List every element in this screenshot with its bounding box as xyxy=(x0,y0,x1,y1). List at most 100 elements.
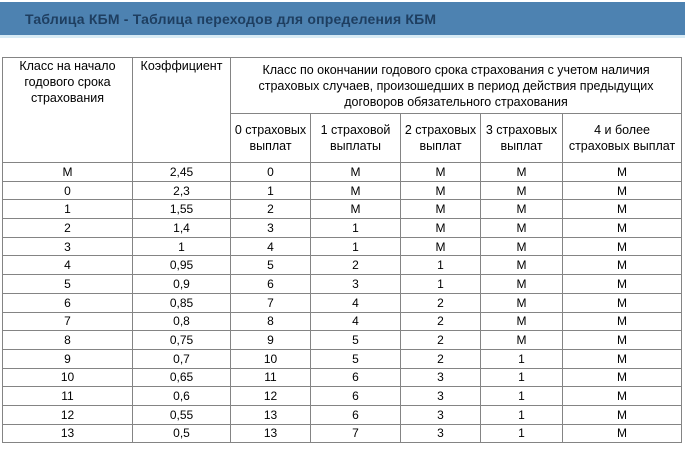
table-cell: М xyxy=(561,236,683,257)
table-row: 8 0,75 9 5 2 М М xyxy=(2,330,683,350)
table-cell: 13 xyxy=(230,404,311,425)
table-cell: 0,55 xyxy=(132,404,231,425)
table-cell: М xyxy=(480,292,563,313)
table-cell: 1 xyxy=(480,423,563,444)
table-cell: 9 xyxy=(230,330,311,350)
table-cell: 4 xyxy=(2,255,133,276)
table-cell: М xyxy=(561,386,683,406)
header-3-payouts: 3 страховых выплат xyxy=(480,113,563,163)
table-cell: 1 xyxy=(230,180,311,201)
table-cell: М xyxy=(400,162,481,182)
table-cell: 6 xyxy=(230,274,311,294)
table-cell: М xyxy=(480,255,563,276)
table-cell: 0,6 xyxy=(132,386,231,406)
title-bar: Таблица КБМ - Таблица переходов для опре… xyxy=(0,2,685,38)
table-cell: 5 xyxy=(230,255,311,276)
table-cell: М xyxy=(310,199,401,220)
table-cell: М xyxy=(561,199,683,220)
table-row: 11 0,6 12 6 3 1 М xyxy=(2,386,683,406)
table-cell: 3 xyxy=(400,404,481,425)
header-row-sub: 0 страховых выплат 1 страховой выплаты 2… xyxy=(3,113,683,163)
table-cell: 7 xyxy=(2,311,133,332)
table-cell: М xyxy=(561,162,683,182)
table-cell: М xyxy=(480,199,563,220)
table-cell: 6 xyxy=(310,404,401,425)
table-cell: 1 xyxy=(2,199,133,220)
header-coefficient: Коэффициент xyxy=(132,57,231,163)
table-cell: 1 xyxy=(310,236,401,257)
table-cell: 0 xyxy=(230,162,311,182)
table-cell: М xyxy=(561,330,683,350)
table-cell: 1,4 xyxy=(132,218,231,238)
table-cell: 3 xyxy=(2,236,133,257)
table-cell: М xyxy=(561,311,683,332)
header-0-payouts: 0 страховых выплат xyxy=(230,113,311,163)
table-cell: М xyxy=(561,274,683,294)
table-cell: 2 xyxy=(400,292,481,313)
table-cell: 6 xyxy=(2,292,133,313)
header-start-class: Класс на начало годового срока страхован… xyxy=(2,57,133,163)
table-cell: 3 xyxy=(310,274,401,294)
table-cell: 2 xyxy=(2,218,133,238)
page-title: Таблица КБМ - Таблица переходов для опре… xyxy=(25,10,437,27)
table-cell: 9 xyxy=(2,348,133,369)
table-cell: 6 xyxy=(310,367,401,388)
table-cell: 3 xyxy=(400,367,481,388)
table-cell: 4 xyxy=(310,292,401,313)
table-cell: 2 xyxy=(400,348,481,369)
table-cell: М xyxy=(561,423,683,444)
table-cell: 1 xyxy=(310,218,401,238)
table-cell: 0,95 xyxy=(132,255,231,276)
table-cell: М xyxy=(561,404,683,425)
table-cell: М xyxy=(561,180,683,201)
table-cell: 1 xyxy=(480,348,563,369)
table-cell: М xyxy=(480,218,563,238)
table-cell: 13 xyxy=(2,423,133,444)
table-cell: М xyxy=(310,180,401,201)
table-row: 0 2,3 1 М М М М xyxy=(2,180,683,201)
table-cell: 4 xyxy=(310,311,401,332)
table-cell: 11 xyxy=(2,386,133,406)
table-cell: М xyxy=(400,218,481,238)
table-cell: 0,85 xyxy=(132,292,231,313)
table-row: 1 1,55 2 М М М М xyxy=(2,199,683,220)
table-row: М 2,45 0 М М М М xyxy=(2,162,683,182)
table-row: 7 0,8 8 4 2 М М xyxy=(2,311,683,332)
table-cell: 2 xyxy=(230,199,311,220)
table-cell: 4 xyxy=(230,236,311,257)
table-cell: 5 xyxy=(310,348,401,369)
table-cell: 3 xyxy=(230,218,311,238)
table-cell: М xyxy=(400,236,481,257)
table-cell: 13 xyxy=(230,423,311,444)
table-cell: М xyxy=(561,367,683,388)
table-cell: 5 xyxy=(2,274,133,294)
header-end-class-group: Класс по окончании годового срока страхо… xyxy=(229,57,683,114)
table-cell: 10 xyxy=(230,348,311,369)
table-cell: М xyxy=(561,255,683,276)
table-cell: М xyxy=(480,236,563,257)
table-cell: 0,9 xyxy=(132,274,231,294)
table-row: 6 0,85 7 4 2 М М xyxy=(2,292,683,313)
kbm-table: Класс на начало годового срока страхован… xyxy=(2,57,683,444)
table-cell: 8 xyxy=(2,330,133,350)
table-cell: 1 xyxy=(480,367,563,388)
table-cell: 0,75 xyxy=(132,330,231,350)
table-cell: 2,45 xyxy=(132,162,231,182)
header-2-payouts: 2 страховых выплат xyxy=(400,113,481,163)
table-cell: 2 xyxy=(400,330,481,350)
table-cell: 6 xyxy=(310,386,401,406)
header-1-payout: 1 страховой выплаты xyxy=(310,113,401,163)
table-row: 9 0,7 10 5 2 1 М xyxy=(2,348,683,369)
table-row: 4 0,95 5 2 1 М М xyxy=(2,255,683,276)
table-cell: М xyxy=(480,162,563,182)
table-cell: М xyxy=(561,348,683,369)
table-cell: М xyxy=(2,162,133,182)
table-cell: 0,5 xyxy=(132,423,231,444)
table-cell: 0,7 xyxy=(132,348,231,369)
table-cell: 1 xyxy=(400,255,481,276)
table-cell: М xyxy=(310,162,401,182)
table-cell: М xyxy=(561,218,683,238)
table-cell: 10 xyxy=(2,367,133,388)
table-cell: 2 xyxy=(400,311,481,332)
